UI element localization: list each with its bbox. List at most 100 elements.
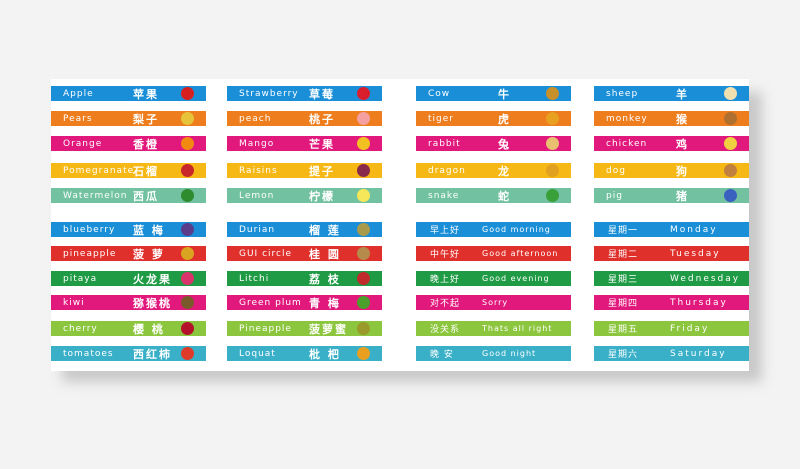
snake-icon <box>546 189 559 202</box>
chinese-weekday: 星期一 <box>608 226 639 236</box>
english-word: Strawberry <box>239 88 299 99</box>
chinese-weekday: 星期三 <box>608 275 639 285</box>
chinese-word: 荔 枝 <box>309 272 341 286</box>
strawberry-icon <box>357 87 370 100</box>
durian-icon <box>357 223 370 236</box>
tiger-icon <box>546 112 559 125</box>
cow-icon <box>546 87 559 100</box>
word-bar-fruits2-7: Litchi 荔 枝 <box>227 271 382 286</box>
chinese-word: 狗 <box>676 164 689 178</box>
english-word: tomatoes <box>63 348 114 359</box>
word-bar-fruits2-2: Mango 芒果 <box>227 136 382 151</box>
chinese-phrase: 晚上好 <box>430 275 461 285</box>
word-bar-weekday-3: 星期四 Thursday <box>594 295 749 310</box>
english-word: Orange <box>63 138 103 149</box>
watermelon-icon <box>181 189 194 202</box>
dragon-icon <box>546 164 559 177</box>
raisins-icon <box>357 164 370 177</box>
chinese-word: 枇 杷 <box>309 347 341 361</box>
chinese-phrase: 晚 安 <box>430 350 454 360</box>
english-phrase: Sorry <box>482 298 509 307</box>
litchi-icon <box>357 272 370 285</box>
chinese-weekday: 星期五 <box>608 325 639 335</box>
dog-icon <box>724 164 737 177</box>
word-bar-fruits2-5: Durian 榴 莲 <box>227 222 382 237</box>
chinese-word: 西瓜 <box>133 189 159 203</box>
english-word: Lemon <box>239 190 275 201</box>
english-word: pig <box>606 190 623 201</box>
chinese-word: 猕猴桃 <box>133 296 172 310</box>
english-weekday: Monday <box>670 224 718 235</box>
chinese-word: 石榴 <box>133 164 159 178</box>
word-bar-greeting-5: 晚 安 Good night <box>416 346 571 361</box>
word-bar-fruits1-8: kiwi 猕猴桃 <box>51 295 206 310</box>
english-phrase: Good morning <box>482 225 551 234</box>
english-phrase: Good evening <box>482 274 550 283</box>
word-bar-fruits2-9: Pineapple 菠萝蜜 <box>227 321 382 336</box>
english-word: sheep <box>606 88 639 99</box>
english-word: Cow <box>428 88 451 99</box>
english-word: cherry <box>63 323 98 334</box>
chinese-word: 牛 <box>498 87 511 101</box>
word-bar-animals1-2: rabbit 兔 <box>416 136 571 151</box>
chinese-weekday: 星期六 <box>608 350 639 360</box>
word-bar-weekday-0: 星期一 Monday <box>594 222 749 237</box>
pear-icon <box>181 112 194 125</box>
word-bar-fruits1-9: cherry 樱 桃 <box>51 321 206 336</box>
word-bar-weekday-1: 星期二 Tuesday <box>594 246 749 261</box>
peach-icon <box>357 112 370 125</box>
english-word: tiger <box>428 113 454 124</box>
chinese-word: 蓝 梅 <box>133 223 165 237</box>
word-bar-fruits1-7: pitaya 火龙果 <box>51 271 206 286</box>
word-bar-fruits1-3: Pomegranate 石榴 <box>51 163 206 178</box>
chinese-word: 西红柿 <box>133 347 172 361</box>
loquat-icon <box>357 347 370 360</box>
chinese-word: 苹果 <box>133 87 159 101</box>
rabbit-icon <box>546 137 559 150</box>
pitaya-icon <box>181 272 194 285</box>
word-bar-animals1-4: snake 蛇 <box>416 188 571 203</box>
chinese-word: 柠檬 <box>309 189 335 203</box>
english-word: pineapple <box>63 248 117 259</box>
word-bar-animals2-0: sheep 羊 <box>594 86 749 101</box>
chinese-word: 芒果 <box>309 137 335 151</box>
blueberry-icon <box>181 223 194 236</box>
word-bar-animals1-0: Cow 牛 <box>416 86 571 101</box>
pineapple-icon <box>181 247 194 260</box>
english-weekday: Wednesday <box>670 273 741 284</box>
word-bar-greeting-3: 对不起 Sorry <box>416 295 571 310</box>
english-weekday: Tuesday <box>670 248 721 259</box>
english-word: Durian <box>239 224 276 235</box>
tomato-icon <box>181 347 194 360</box>
word-bar-greeting-2: 晚上好 Good evening <box>416 271 571 286</box>
word-bar-fruits2-8: Green plum 青 梅 <box>227 295 382 310</box>
word-bar-greeting-0: 早上好 Good morning <box>416 222 571 237</box>
chinese-word: 猴 <box>676 112 689 126</box>
english-word: Pears <box>63 113 93 124</box>
pig-icon <box>724 189 737 202</box>
chinese-word: 蛇 <box>498 189 511 203</box>
word-bar-fruits2-4: Lemon 柠檬 <box>227 188 382 203</box>
sheep-icon <box>724 87 737 100</box>
chinese-word: 兔 <box>498 137 511 151</box>
chinese-phrase: 没关系 <box>430 325 461 335</box>
chinese-word: 青 梅 <box>309 296 341 310</box>
word-bar-fruits2-10: Loquat 枇 杷 <box>227 346 382 361</box>
chinese-weekday: 星期二 <box>608 250 639 260</box>
chinese-word: 鸡 <box>676 137 689 151</box>
english-weekday: Thursday <box>670 297 728 308</box>
word-bar-fruits1-6: pineapple 菠 萝 <box>51 246 206 261</box>
chinese-word: 桃子 <box>309 112 335 126</box>
word-bar-animals2-4: pig 猪 <box>594 188 749 203</box>
english-word: Pineapple <box>239 323 292 334</box>
word-bar-greeting-4: 没关系 Thats all right <box>416 321 571 336</box>
lemon-icon <box>357 189 370 202</box>
chinese-word: 龙 <box>498 164 511 178</box>
chinese-word: 樱 桃 <box>133 322 165 336</box>
english-word: Watermelon <box>63 190 128 201</box>
english-word: Green plum <box>239 297 302 308</box>
english-word: snake <box>428 190 460 201</box>
english-word: Litchi <box>239 273 270 284</box>
word-bar-weekday-5: 星期六 Saturday <box>594 346 749 361</box>
longan-icon <box>357 247 370 260</box>
